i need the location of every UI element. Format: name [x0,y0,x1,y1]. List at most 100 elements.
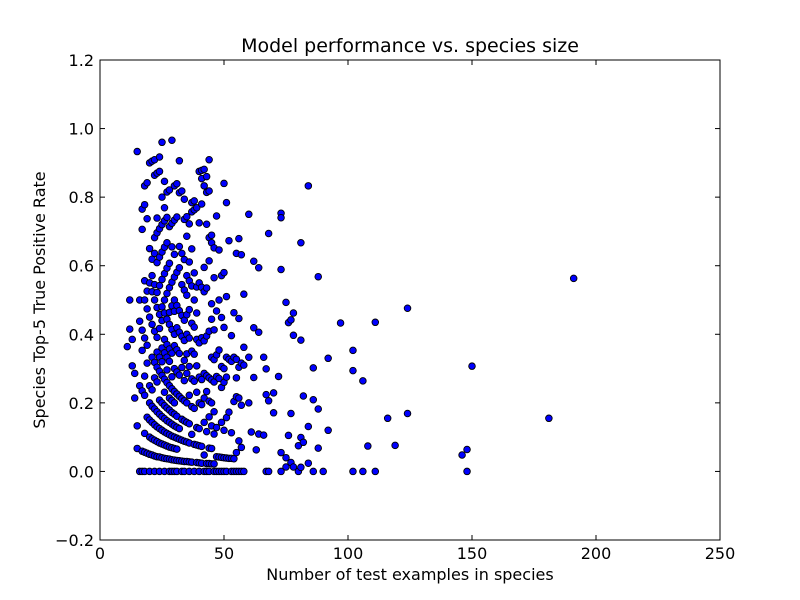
data-point [153,288,161,297]
data-point [235,394,243,402]
data-point [138,346,146,355]
data-point [259,353,268,362]
data-point [215,296,223,304]
data-point [289,309,298,317]
data-point [197,375,206,384]
data-point [210,460,218,468]
data-point [140,200,149,209]
data-point [264,397,273,405]
data-point [205,413,213,421]
data-point [235,437,243,445]
data-point [185,391,194,400]
data-point [289,463,298,471]
data-point [202,387,211,396]
data-point [138,225,146,234]
data-point [183,212,191,221]
data-point [254,328,263,336]
data-point [175,242,184,251]
data-point [245,353,253,362]
data-point [183,291,191,299]
data-point [250,373,258,382]
data-point [324,354,332,363]
data-point [173,180,181,188]
data-point [135,317,144,326]
data-point [192,388,201,396]
data-point [215,374,223,383]
data-point [252,446,260,454]
data-point [359,377,367,385]
data-point [297,238,305,247]
data-point [192,362,201,370]
data-point [217,313,226,322]
data-point [133,147,141,156]
data-point [222,373,231,381]
data-point [190,197,198,205]
data-point [185,334,194,342]
data-point [150,249,159,258]
y-tick-label: −0.2 [55,531,94,550]
data-point [158,138,166,147]
data-point [232,374,241,382]
data-point [262,390,270,399]
data-point [143,178,151,187]
data-point [158,303,166,311]
data-point [245,210,253,219]
data-point [183,369,191,378]
data-point [309,467,318,476]
data-point [160,204,169,212]
data-point [163,213,171,222]
data-point [160,177,169,186]
data-point [297,463,305,472]
data-point [217,418,226,427]
data-point [155,281,164,290]
data-point [143,359,151,367]
data-point [173,445,181,453]
data-point [215,346,223,354]
x-tick-label: 250 [705,544,736,563]
data-point [145,313,154,321]
data-point [277,467,285,476]
data-point [269,409,278,417]
data-point [222,292,231,301]
data-point [222,198,231,207]
data-point [230,308,238,317]
data-point [250,324,258,332]
data-point [143,341,151,350]
data-point [463,467,471,476]
data-point [130,394,139,402]
data-point [364,442,372,450]
data-point [254,264,263,272]
data-point [195,424,203,433]
data-point [225,408,233,416]
data-point [188,245,196,253]
data-point [383,414,392,423]
data-point [126,325,134,333]
data-point [168,136,176,144]
data-point [277,265,285,274]
data-point [168,243,176,251]
data-point [304,182,313,190]
data-point [148,271,156,280]
data-point [202,172,211,181]
data-point [190,377,198,386]
data-point [294,441,303,450]
data-point [220,268,228,277]
data-point [391,441,399,450]
data-point [304,459,313,467]
data-point [128,362,136,370]
data-point [304,422,313,431]
data-point [133,422,141,430]
data-point [148,386,156,394]
y-tick-label: 1.2 [69,51,94,70]
data-point [140,391,149,400]
data-point [165,186,174,194]
data-point [165,357,174,366]
data-point [190,404,198,413]
y-tick-label: 0.0 [69,462,94,481]
data-point [175,424,184,433]
data-point [349,346,357,355]
data-point [165,259,174,268]
data-point [220,179,228,188]
data-point [212,307,221,315]
